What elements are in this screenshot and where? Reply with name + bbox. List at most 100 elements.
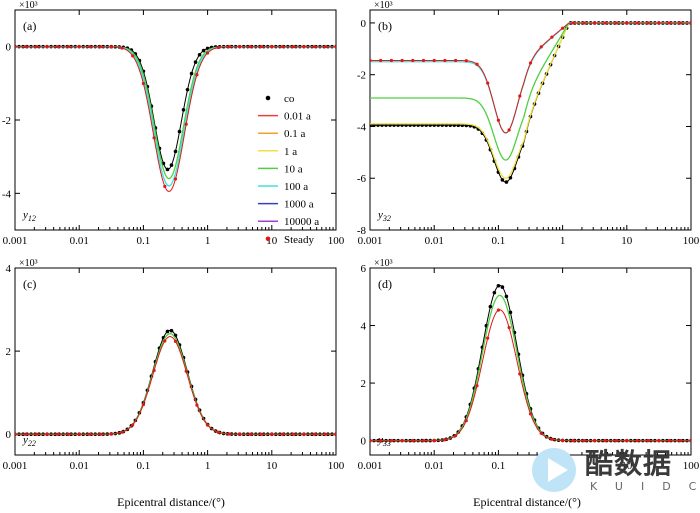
- y-tick-label: 0: [6, 42, 12, 54]
- series-point: [334, 45, 336, 49]
- series-point: [443, 58, 447, 63]
- y-tick-label: -2: [357, 70, 366, 82]
- series-Steady: [370, 21, 691, 134]
- series-point: [291, 432, 295, 436]
- x-tick-label: 0.001: [3, 460, 28, 472]
- series-point: [657, 21, 661, 25]
- y-tick-label: 6: [361, 263, 367, 275]
- series-point: [603, 21, 608, 25]
- series-line-10-a: [370, 22, 691, 161]
- series-line-co: [370, 284, 691, 442]
- series-point: [454, 434, 458, 438]
- series-point: [496, 308, 500, 312]
- series-line-Steady: [370, 309, 691, 442]
- series-point: [165, 167, 170, 172]
- x-tick-label: 100: [683, 460, 700, 472]
- y-tick-label: -4: [357, 121, 367, 133]
- series-point: [593, 21, 597, 25]
- series-point: [45, 45, 49, 49]
- series-point: [571, 439, 575, 443]
- y-tick-label: -6: [357, 173, 367, 185]
- series-line-Steady: [15, 336, 336, 435]
- series-point: [421, 58, 426, 63]
- series-point: [678, 21, 682, 25]
- series-point: [189, 71, 194, 76]
- series-point: [197, 52, 202, 57]
- series-point: [550, 35, 554, 39]
- y-multiplier: ×10³: [19, 258, 38, 269]
- series-point: [24, 45, 28, 49]
- series-point: [66, 45, 71, 49]
- series-point: [464, 419, 468, 423]
- series-point: [582, 21, 586, 25]
- series-point: [227, 432, 231, 436]
- series-point: [370, 439, 372, 443]
- series-point: [603, 439, 608, 443]
- series-point: [201, 48, 206, 53]
- series-line-co: [15, 329, 336, 435]
- series-point: [389, 58, 393, 63]
- panel-label: (b): [378, 19, 392, 33]
- x-tick-label: 0.001: [358, 460, 383, 472]
- series-point: [141, 81, 145, 86]
- legend-item: 100 a: [258, 181, 308, 193]
- series-point: [571, 21, 575, 25]
- series-point: [169, 328, 174, 333]
- series-point: [508, 175, 513, 180]
- series-point: [131, 54, 135, 58]
- series-point: [270, 45, 274, 49]
- series-point: [206, 51, 210, 55]
- series-point: [291, 45, 295, 49]
- y-tick-label: 0: [361, 18, 367, 30]
- series-line-10-a: [15, 332, 336, 435]
- series-point: [668, 21, 672, 25]
- series-point: [668, 439, 672, 443]
- legend-label: Steady: [284, 234, 314, 246]
- series-point: [582, 439, 586, 443]
- series-point: [280, 432, 285, 436]
- series-point: [486, 81, 490, 85]
- series-point: [270, 432, 274, 436]
- legend-label: 10 a: [284, 163, 303, 175]
- x-tick-label: 1: [205, 235, 211, 247]
- y-tick-label: -8: [357, 225, 367, 237]
- series-point: [379, 439, 383, 443]
- y-tick-label: 2: [361, 378, 367, 390]
- variable-label: y22: [22, 434, 36, 448]
- legend-item: co: [265, 93, 295, 105]
- panel-1: 0.001 0.01 0.1 1 10 100 0 -2 -4 ×10³ (a) y12: [2, 0, 345, 247]
- y-tick-label: -2: [2, 115, 11, 127]
- x-tick-label: 0.1: [492, 235, 506, 247]
- series-point: [379, 58, 383, 63]
- series-point: [475, 384, 479, 388]
- series-point: [518, 372, 522, 376]
- series-point: [302, 432, 306, 436]
- series-point: [15, 432, 17, 436]
- series-point: [496, 283, 501, 288]
- series-point: [518, 94, 522, 98]
- series-point: [492, 290, 497, 295]
- series-co: [370, 283, 691, 443]
- series-point: [56, 432, 60, 436]
- series-point: [184, 369, 188, 373]
- y-tick-label: 4: [6, 263, 12, 275]
- series-point: [635, 21, 640, 25]
- series-point: [614, 439, 618, 443]
- series-point: [45, 432, 49, 436]
- series-point: [216, 430, 220, 434]
- series-point: [195, 403, 199, 407]
- series-point: [185, 87, 190, 92]
- legend-item: 10000 a: [258, 216, 319, 228]
- curves: [370, 21, 691, 184]
- series-point: [454, 58, 458, 63]
- x-tick-label: 100: [328, 235, 345, 247]
- series-point: [34, 432, 39, 436]
- legend-swatch: [265, 236, 271, 242]
- plot-frame: [14, 267, 337, 456]
- x-tick-label: 0.01: [70, 460, 89, 472]
- y-multiplier: ×10³: [19, 0, 38, 11]
- legend-item: 0.01 a: [258, 111, 311, 123]
- series-point: [400, 58, 404, 63]
- y-tick-label: -4: [2, 188, 12, 200]
- series-point: [77, 432, 81, 436]
